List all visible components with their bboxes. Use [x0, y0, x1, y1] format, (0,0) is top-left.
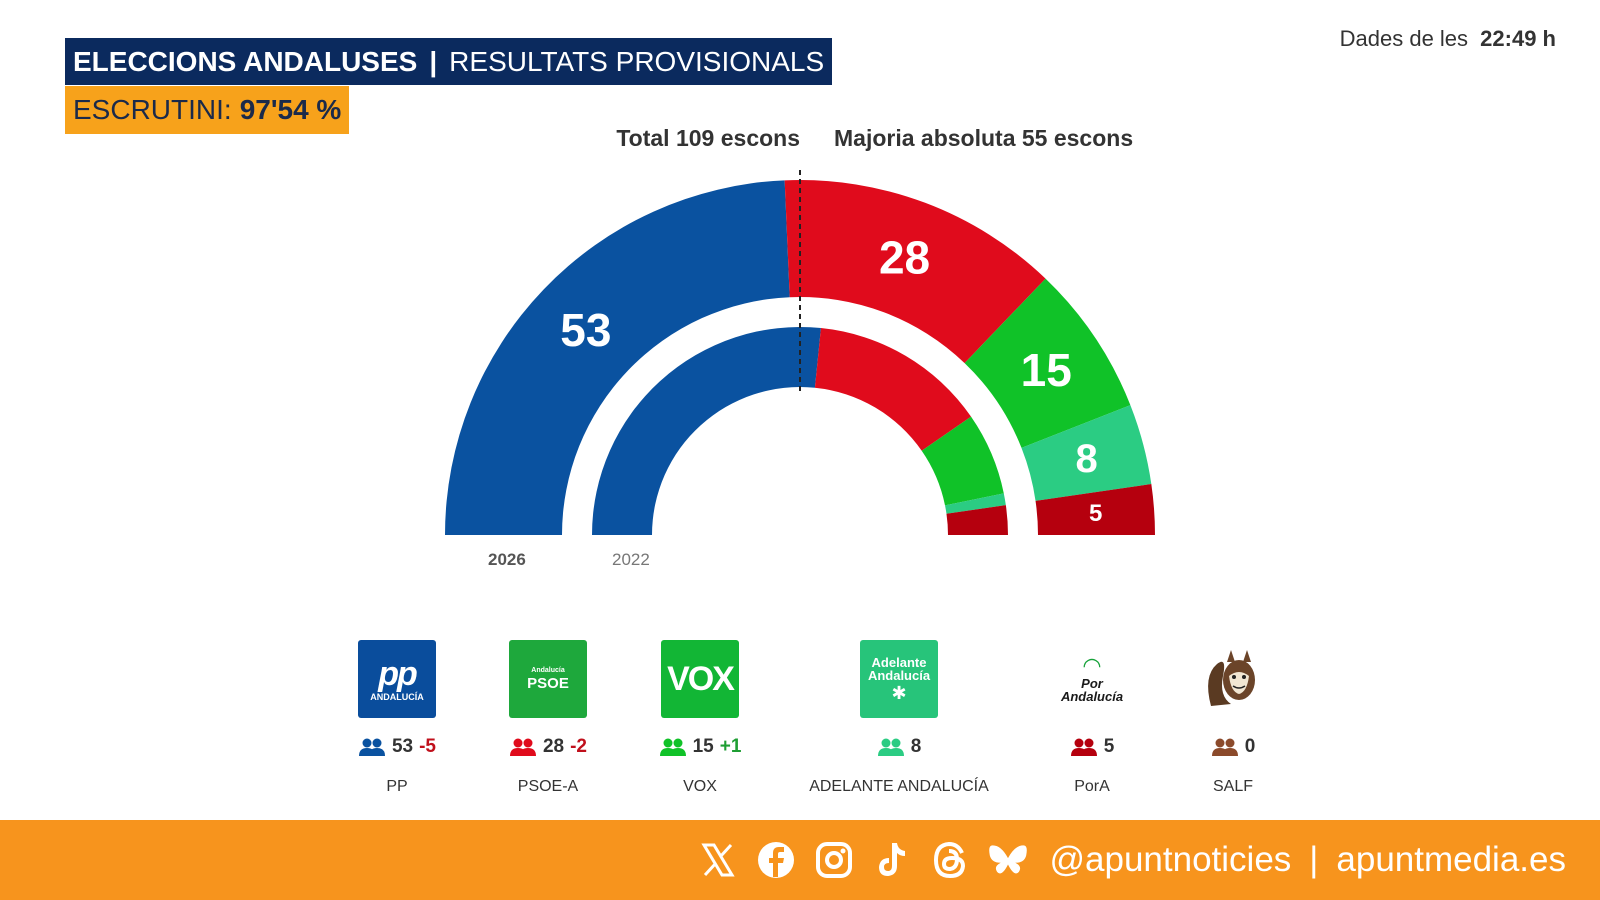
seat-arc-2022-pp: [592, 326, 821, 535]
seat-arc-2022-adelante-andaluc-a: [944, 493, 1006, 514]
squirrel-icon: [1208, 650, 1255, 706]
seat-diff: -5: [419, 736, 437, 757]
instagram-icon[interactable]: [814, 840, 854, 880]
title-sub: RESULTATS PROVISIONALS: [449, 45, 825, 77]
social-handle[interactable]: @apuntnoticies: [1049, 840, 1292, 879]
timestamp-value: 22:49 h: [1480, 26, 1556, 51]
ring-2026: [445, 180, 1155, 535]
scrutiny-label: ESCRUTINI:: [73, 94, 232, 125]
party-name: PorA: [1074, 778, 1110, 795]
seats-icon: [659, 738, 686, 756]
seat-arc-2026-pp: [445, 180, 790, 535]
seat-label-psoe-a: 28: [879, 232, 930, 284]
seat-count: 8: [910, 736, 922, 757]
website-link[interactable]: apuntmedia.es: [1336, 840, 1566, 879]
seat-label-adelante-andaluc-a: 8: [1075, 437, 1097, 481]
seat-arc-2026-adelante-andaluc-a: [1021, 405, 1152, 501]
year-label-2026: 2026: [488, 550, 526, 569]
seat-count: 15: [692, 736, 714, 757]
seats-icon: [1070, 738, 1097, 756]
salf-logo: [1194, 640, 1272, 718]
facebook-icon[interactable]: [756, 840, 796, 880]
party-pora: ◠ Por Andalucía 5 PorA: [992, 640, 1192, 796]
bluesky-icon[interactable]: [988, 840, 1028, 880]
footer-bar: @apuntnoticies | apuntmedia.es: [0, 820, 1600, 900]
seat-label-vox: 15: [1021, 344, 1072, 396]
seats-icon: [1211, 738, 1238, 756]
seat-diff: -2: [570, 736, 588, 757]
timestamp-label: Dades de les: [1339, 26, 1469, 51]
title-main: ELECCIONS ANDALUSES: [73, 45, 418, 77]
party-vox: VOX 15 +1 VOX: [600, 640, 800, 796]
title-separator: |: [429, 45, 438, 77]
seat-arc-2026-vox: [964, 278, 1131, 448]
psoe-logo: Andalucía PSOE: [509, 640, 587, 718]
x-icon[interactable]: [698, 840, 738, 880]
seat-diff: +1: [719, 736, 742, 757]
seat-label-pora: 5: [1089, 500, 1102, 527]
seat-count: 0: [1244, 736, 1256, 757]
seat-count: 5: [1103, 736, 1115, 757]
party-name: SALF: [1212, 778, 1253, 795]
seat-arc-2022-psoe-a: [814, 328, 972, 451]
pp-logo: pp ANDALUCÍA: [358, 640, 436, 718]
tiktok-icon[interactable]: [872, 840, 912, 880]
party-name: ADELANTE ANDALUCÍA: [809, 778, 989, 795]
seat-arc-2022-pora: [946, 505, 1008, 535]
party-name: VOX: [683, 778, 717, 795]
seats-icon: [509, 738, 536, 756]
seat-arc-2026-psoe-a: [784, 180, 1046, 364]
seat-arc-2026-pora: [1035, 484, 1155, 535]
vox-logo: VOX: [661, 640, 739, 718]
header-title: ELECCIONS ANDALUSES | RESULTATS PROVISIO…: [65, 38, 833, 85]
party-psoe: Andalucía PSOE 28 -2 PSOE-A: [448, 640, 648, 796]
seat-count: 53: [391, 736, 414, 757]
seats-icon: [877, 738, 904, 756]
scrutiny-value: 97'54 %: [239, 94, 342, 125]
party-name: PSOE-A: [517, 778, 579, 795]
total-seats-label: Total 109 escons: [616, 125, 800, 151]
pora-logo: ◠ Por Andalucía: [1053, 640, 1131, 718]
threads-icon[interactable]: [930, 840, 970, 880]
seat-arc-2022-vox: [921, 416, 1004, 506]
adelante-logo: Adelante Andalucía ✱: [860, 640, 938, 718]
ring-2022: [592, 326, 1008, 535]
hemicycle-chart: 53 28 158 5: [445, 170, 1155, 535]
party-salf: 0 SALF: [1133, 640, 1333, 796]
party-name: PP: [386, 778, 408, 795]
majority-label: Majoria absoluta 55 escons: [834, 125, 1134, 151]
footer-divider: |: [1309, 840, 1319, 879]
party-adelante: Adelante Andalucía ✱ 8 ADELANTE ANDALUCÍ…: [799, 640, 999, 796]
data-timestamp: Dades de les 22:49 h: [1340, 26, 1556, 52]
year-label-2022: 2022: [612, 550, 650, 569]
seats-icon: [358, 738, 385, 756]
social-icons: [698, 840, 1028, 880]
scrutiny-badge: ESCRUTINI: 97'54 %: [65, 86, 350, 134]
seat-labels: 53 28 158 5: [560, 232, 1102, 528]
party-pp: pp ANDALUCÍA 53 -5 PP: [297, 640, 497, 796]
seat-count: 28: [542, 736, 565, 757]
seat-label-pp: 53: [560, 304, 611, 356]
